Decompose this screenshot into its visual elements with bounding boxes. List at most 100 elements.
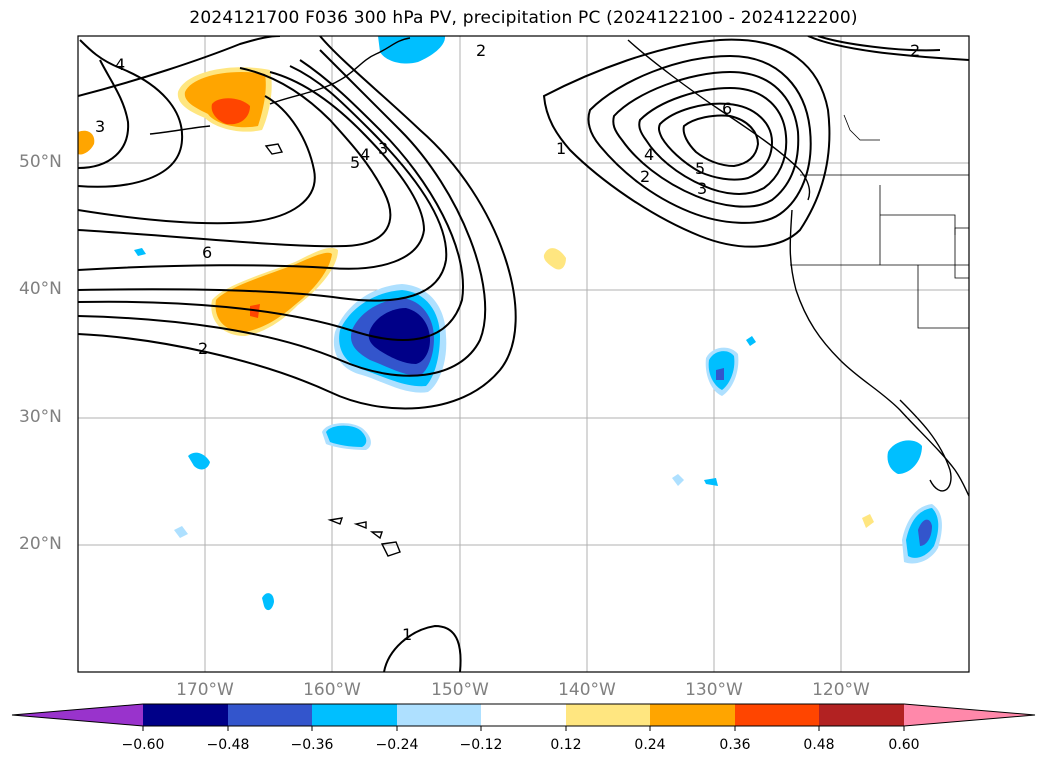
pv-contour-trough-3 (78, 59, 464, 341)
graticule (78, 36, 969, 672)
lon-label: 160°W (303, 680, 361, 700)
pv-contour-trough-1 (78, 36, 517, 410)
colorbar-segment (481, 704, 566, 726)
contour-label: 5 (695, 159, 705, 178)
coastline-baja (899, 399, 952, 492)
map-frame-background (78, 36, 969, 672)
figure-title: 2024121700 F036 300 hPa PV, precipitatio… (189, 8, 858, 28)
lat-label: 50°N (19, 152, 62, 172)
contour-labels: 4 3 2 4 3 5 6 2 1 2 4 5 3 6 2 1 (95, 41, 920, 644)
colorbar-tick-label: 0.24 (634, 737, 666, 753)
pv-contour-ridge-1 (542, 38, 831, 248)
precip-region-small-negative-7 (134, 248, 146, 256)
precip-region-central-core (368, 308, 430, 364)
colorbar-segment (819, 704, 904, 726)
contour-label: 4 (115, 55, 125, 74)
lon-label: 150°W (431, 680, 489, 700)
colorbar-tick-label: 0.36 (719, 737, 751, 753)
pv-contour-ridge-2 (587, 54, 812, 224)
colorbar-tick-label: 0.60 (888, 737, 920, 753)
precip-region-small-negative-1 (188, 452, 210, 470)
precip-region-small-positive-2 (862, 514, 874, 528)
border-state-line-3 (917, 265, 969, 329)
colorbar-segment (566, 704, 650, 726)
coastline-hawaii-2 (353, 521, 367, 530)
contour-label: 6 (202, 243, 212, 262)
precip-region-small-negative-4 (672, 474, 684, 486)
coastline-aleutians (269, 37, 411, 105)
lat-label: 20°N (19, 534, 62, 554)
coastlines (149, 37, 969, 557)
pv-contour-trough-5 (78, 71, 426, 271)
precip-region-south-east-core (918, 519, 932, 546)
precip-region-small-negative-5 (704, 478, 718, 486)
colorbar-segment (143, 704, 228, 726)
borders (790, 114, 969, 329)
precip-region-small-negative-2 (262, 593, 274, 611)
pv-contour-ridge-ne-2 (817, 36, 941, 52)
pv-contour-trough-9 (78, 59, 130, 169)
colorbar-segment (228, 704, 312, 726)
coastline-us-west (789, 209, 969, 497)
contour-label: 2 (476, 41, 486, 60)
pv-contours (78, 36, 517, 672)
contour-label: 2 (198, 339, 208, 358)
colorbar-tickmarks (142, 726, 905, 731)
pv-contour-south-1 (383, 624, 462, 672)
precip-region-small-negative-6 (746, 336, 756, 346)
coastline-hawaii-3 (369, 531, 383, 540)
border-state-line-5 (880, 214, 956, 235)
contour-label: 3 (697, 179, 707, 198)
coastline-hawaii-1 (327, 517, 344, 525)
colorbar-lower-extend (12, 704, 143, 726)
colorbar-tick-label: −0.36 (290, 737, 334, 753)
contour-label: 1 (402, 625, 412, 644)
pv-contour-ridge-north (78, 36, 281, 97)
pv-contour-ridge-6 (682, 114, 760, 168)
lon-label: 130°W (685, 680, 743, 700)
pv-contour-ridge-5 (657, 102, 774, 181)
colorbar (11, 703, 1036, 731)
lon-label: 120°W (812, 680, 870, 700)
lat-label: 40°N (19, 279, 62, 299)
pv-contour-trough-7 (78, 95, 316, 225)
colorbar-tick-label: −0.48 (206, 737, 250, 753)
colorbar-tick-label: 0.12 (550, 737, 582, 753)
colorbar-tick-label: −0.60 (121, 737, 165, 753)
pv-contour-trough-8 (78, 39, 184, 188)
colorbar-segment (650, 704, 735, 726)
contour-label: 4 (360, 145, 370, 164)
coastline-hawaii-4 (380, 541, 401, 557)
border-alaska-canada (843, 114, 880, 141)
precip-region-small-positive-1 (543, 248, 566, 270)
lon-label: 170°W (176, 680, 234, 700)
contour-label: 3 (95, 117, 105, 136)
contour-label: 3 (378, 139, 388, 158)
coastline-island-1 (264, 143, 284, 155)
precip-region-hawaii-north (326, 425, 367, 447)
colorbar-tick-label: 0.48 (803, 737, 835, 753)
contour-label: 6 (722, 99, 732, 118)
contour-label: 2 (640, 167, 650, 186)
contour-label: 4 (644, 145, 654, 164)
pv-contour-trough-6 (78, 67, 392, 248)
pv-contour-ridge-ne (807, 36, 969, 61)
precip-region-baja (887, 440, 922, 474)
pv-contours-ridge (78, 36, 969, 248)
precip-region-aleutian-core (211, 98, 250, 125)
coastline-aleutians-west (149, 125, 211, 135)
precip-region-east-1-core (716, 368, 724, 380)
precip-region-small-negative-3 (174, 526, 188, 538)
pv-contour-ridge-4 (638, 86, 788, 195)
border-state-line-4 (954, 227, 969, 279)
colorbar-tick-label: −0.24 (375, 737, 419, 753)
contour-label: 5 (350, 153, 360, 172)
contour-label: 1 (556, 139, 566, 158)
lat-label: 30°N (19, 407, 62, 427)
pv-contour-trough-4 (78, 65, 448, 302)
colorbar-segment (735, 704, 819, 726)
contour-label: 2 (910, 41, 920, 60)
map-frame-border (77, 35, 970, 673)
colorbar-segment (312, 704, 397, 726)
